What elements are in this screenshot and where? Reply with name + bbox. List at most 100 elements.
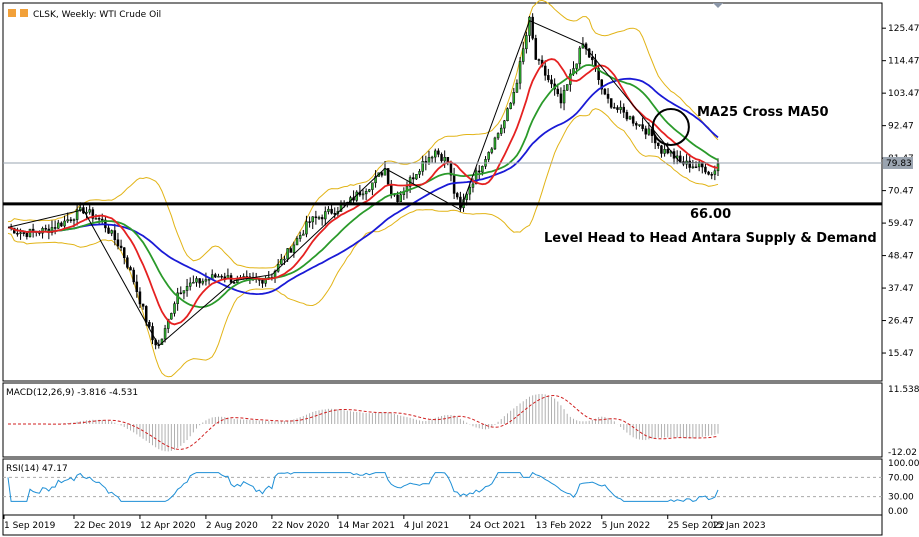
- time-tick-label: 15 Jan 2023: [712, 521, 766, 531]
- candle-body: [69, 219, 73, 221]
- chart-icon: [20, 9, 28, 17]
- candle-body: [170, 313, 173, 320]
- candle-body: [122, 247, 126, 258]
- candle-body: [75, 209, 79, 220]
- candle-body: [550, 79, 553, 85]
- candle-body: [465, 193, 468, 200]
- candle-body: [666, 149, 669, 154]
- candle-body: [132, 269, 135, 283]
- macd-tick-label: -12.02: [888, 448, 917, 458]
- candle-body: [531, 16, 534, 39]
- candle-body: [50, 227, 54, 233]
- candle-body: [613, 107, 616, 109]
- candle-body: [135, 281, 139, 293]
- price-tick-label: 59.47: [888, 219, 914, 229]
- candle-body: [496, 133, 500, 139]
- price-tick-label: 48.47: [888, 252, 914, 262]
- candle-body: [647, 128, 651, 135]
- candle-body: [430, 156, 434, 159]
- candle-body: [635, 123, 638, 126]
- rsi-line: [7, 471, 719, 502]
- candle-body: [663, 149, 666, 154]
- candle-body: [126, 257, 129, 268]
- candle-body: [710, 174, 713, 176]
- current-price-tag: [883, 156, 913, 169]
- candle-body: [622, 106, 626, 113]
- price-tick-label: 15.47: [888, 349, 914, 359]
- candle-body: [452, 174, 456, 194]
- candle-body: [317, 217, 321, 219]
- candle-body: [412, 177, 415, 180]
- ma100-line: [7, 77, 719, 296]
- time-tick-label: 12 Apr 2020: [140, 521, 196, 531]
- candle-body: [327, 208, 330, 212]
- candle-body: [562, 89, 566, 104]
- candle-body: [609, 98, 613, 108]
- candle-body: [302, 233, 305, 236]
- candle-body: [600, 79, 604, 90]
- candle-body: [330, 208, 333, 214]
- candle-body: [88, 209, 91, 213]
- candle-body: [97, 218, 101, 220]
- ma-cross-circle: [651, 108, 690, 147]
- candle-body: [628, 116, 632, 120]
- candle-body: [657, 142, 660, 146]
- candle-body: [53, 227, 57, 229]
- candle-body: [79, 207, 82, 211]
- candle-body: [386, 168, 390, 185]
- candle-body: [518, 61, 522, 84]
- candle-body: [305, 221, 308, 235]
- candle-body: [113, 230, 117, 240]
- candle-body: [487, 152, 490, 160]
- scroll-marker-icon: [713, 3, 723, 8]
- candle-body: [72, 219, 76, 221]
- candle-body: [534, 38, 538, 60]
- time-tick-label: 13 Feb 2022: [536, 521, 592, 531]
- candle-body: [138, 291, 142, 305]
- macd-title: MACD(12,26,9) -3.816 -4.531: [6, 388, 138, 398]
- candle-body: [704, 166, 707, 173]
- candle-body: [289, 248, 292, 253]
- chart-title: CLSK, Weekly: WTI Crude Oil: [33, 10, 161, 20]
- ma50-line: [7, 64, 719, 309]
- candle-body: [368, 189, 371, 192]
- candle-body: [207, 278, 211, 281]
- candle-body: [100, 218, 104, 221]
- candle-body: [631, 116, 635, 124]
- price-pane: [2, 2, 883, 382]
- candle-body: [506, 108, 509, 122]
- candle-body: [374, 176, 377, 184]
- candle-body: [512, 92, 516, 104]
- candle-body: [314, 216, 318, 219]
- candle-body: [232, 282, 236, 284]
- candle-body: [311, 216, 314, 223]
- candle-body: [220, 275, 223, 278]
- candle-body: [298, 235, 302, 239]
- candle-body: [188, 282, 192, 287]
- candle-body: [499, 127, 503, 134]
- candle-body: [660, 145, 663, 154]
- candle-body: [575, 63, 578, 69]
- candle-body: [201, 280, 205, 284]
- candle-body: [619, 106, 622, 110]
- candle-body: [22, 232, 25, 234]
- candle-body: [521, 48, 525, 62]
- candle-body: [578, 47, 582, 65]
- candle-body: [91, 209, 95, 219]
- candle-body: [179, 292, 183, 295]
- price-tick-label: 114.47: [888, 57, 919, 67]
- candle-body: [443, 156, 446, 162]
- candle-body: [57, 222, 60, 229]
- candle-body: [116, 239, 120, 247]
- price-tick-label: 70.47: [888, 187, 914, 197]
- candle-body: [192, 281, 195, 284]
- candle-body: [547, 75, 550, 81]
- rsi-tick-label: 0.00: [888, 507, 908, 517]
- candle-body: [679, 155, 682, 162]
- ma-cross-annotation: MA25 Cross MA50: [697, 105, 829, 120]
- candle-body: [421, 161, 424, 172]
- candle-body: [691, 166, 695, 169]
- candle-body: [694, 166, 698, 169]
